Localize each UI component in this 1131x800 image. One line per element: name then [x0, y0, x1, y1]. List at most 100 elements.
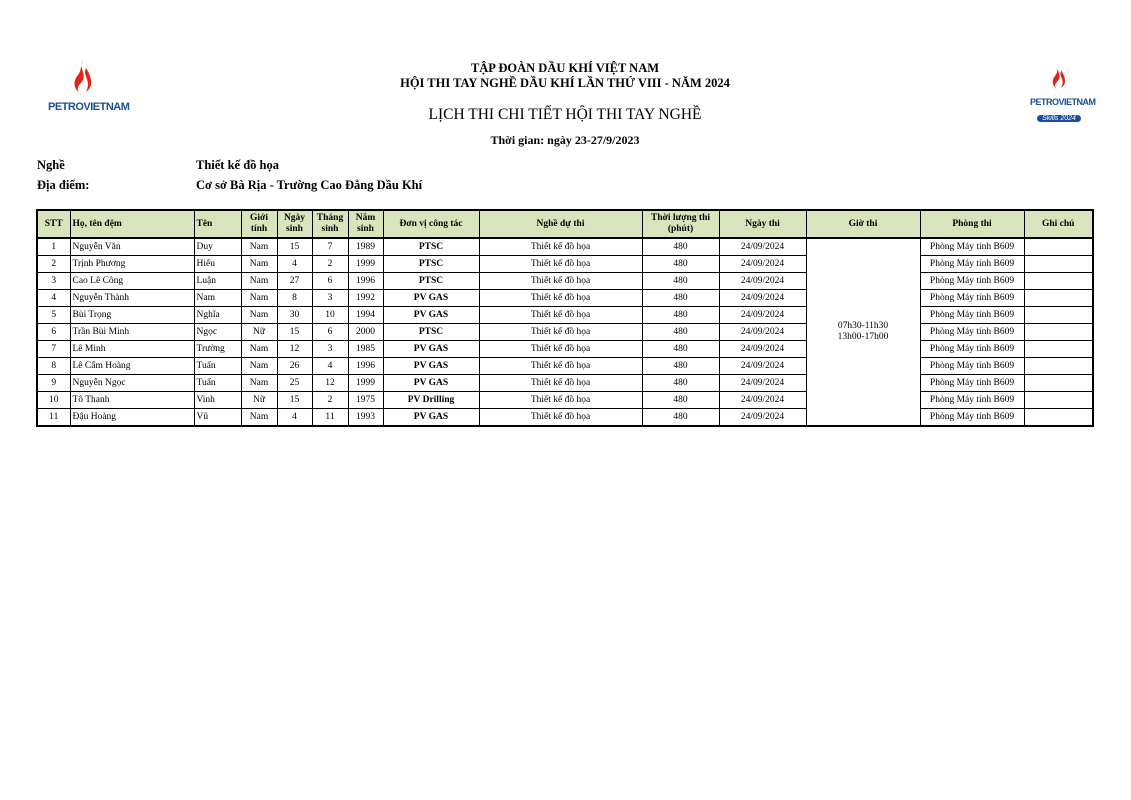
birth-year-cell: 1989 — [347, 237, 384, 256]
unit-cell: PV GAS — [382, 374, 480, 392]
flame-icon — [1052, 63, 1066, 91]
column-header: Tháng sinh — [311, 209, 349, 239]
birth-day-cell: 8 — [276, 289, 313, 307]
unit-cell: PV GAS — [382, 289, 480, 307]
time-range: Thời gian: ngày 23-27/9/2023 — [490, 133, 640, 147]
org-name: TẬP ĐOÀN DẦU KHÍ VIỆT NAM — [470, 61, 660, 75]
table-row: 9 Nguyễn Ngọc Tuấn Nam 25 12 1999 PV GAS Thiết k… — [36, 374, 1094, 392]
room-cell: Phòng Máy tính B609 — [919, 272, 1025, 290]
trade-cell: Thiết kế đồ họa — [478, 255, 643, 273]
duration-cell: 480 — [641, 391, 720, 409]
skills-badge: Skills 2024 — [1037, 115, 1081, 122]
note-cell — [1023, 357, 1094, 375]
column-header: Phòng thi — [919, 209, 1025, 239]
birth-day-cell: 27 — [276, 272, 313, 290]
stt-cell: 1 — [36, 237, 71, 256]
petrovietnam-skills-logo: PETROVIETNAM Skills 2024 — [1030, 62, 1096, 125]
exam-date-cell: 24/09/2024 — [718, 237, 807, 256]
exam-date-cell: 24/09/2024 — [718, 340, 807, 358]
middle-name-cell: Lê Cẩm Hoàng — [69, 357, 195, 375]
table-row: 10 Tô Thanh Vinh Nữ 15 2 1975 PV Drilling Thiết … — [36, 391, 1094, 409]
column-header: STT — [36, 209, 71, 239]
unit-cell: PV GAS — [382, 357, 480, 375]
stt-cell: 8 — [36, 357, 71, 375]
first-name-cell: Nam — [193, 289, 242, 307]
first-name-cell: Luận — [193, 272, 242, 290]
first-name-cell: Ngọc — [193, 323, 242, 341]
schedule-table: STT Họ, tên đệm Tên Giới tính Ngày sinh Tháng… — [36, 209, 1094, 427]
birth-month-cell: 3 — [311, 289, 349, 307]
room-cell: Phòng Máy tính B609 — [919, 237, 1025, 256]
trade-cell: Thiết kế đồ họa — [478, 306, 643, 324]
table-header-row: STT Họ, tên đệm Tên Giới tính Ngày sinh Tháng… — [36, 209, 1094, 239]
exam-date-cell: 24/09/2024 — [718, 374, 807, 392]
trade-label: Nghề — [37, 158, 65, 172]
birth-day-cell: 4 — [276, 408, 313, 427]
middle-name-cell: Nguyễn Văn — [69, 237, 195, 256]
first-name-cell: Vinh — [193, 391, 242, 409]
unit-cell: PTSC — [382, 323, 480, 341]
column-header: Tên — [193, 209, 242, 239]
birth-year-cell: 2000 — [347, 323, 384, 341]
gender-cell: Nữ — [240, 323, 278, 341]
middle-name-cell: Tô Thanh — [69, 391, 195, 409]
exam-date-cell: 24/09/2024 — [718, 323, 807, 341]
exam-date-cell: 24/09/2024 — [718, 357, 807, 375]
trade-cell: Thiết kế đồ họa — [478, 408, 643, 427]
middle-name-cell: Cao Lê Công — [69, 272, 195, 290]
note-cell — [1023, 323, 1094, 341]
logo-text: PETROVIETNAM — [48, 101, 130, 113]
exam-date-cell: 24/09/2024 — [718, 306, 807, 324]
birth-month-cell: 10 — [311, 306, 349, 324]
birth-year-cell: 1996 — [347, 272, 384, 290]
birth-month-cell: 3 — [311, 340, 349, 358]
birth-year-cell: 1992 — [347, 289, 384, 307]
stt-cell: 7 — [36, 340, 71, 358]
trade-cell: Thiết kế đồ họa — [478, 340, 643, 358]
table-row: 11 Đậu Hoàng Vũ Nam 4 11 1993 PV GAS Thiết kế đồ… — [36, 408, 1094, 427]
gender-cell: Nam — [240, 306, 278, 324]
trade-cell: Thiết kế đồ họa — [478, 391, 643, 409]
birth-month-cell: 11 — [311, 408, 349, 427]
column-header: Giới tính — [240, 209, 278, 239]
gender-cell: Nam — [240, 374, 278, 392]
birth-year-cell: 1993 — [347, 408, 384, 427]
trade-value: Thiết kế đồ họa — [196, 158, 280, 172]
first-name-cell: Vũ — [193, 408, 242, 427]
duration-cell: 480 — [641, 374, 720, 392]
gender-cell: Nữ — [240, 391, 278, 409]
stt-cell: 11 — [36, 408, 71, 427]
unit-cell: PTSC — [382, 237, 480, 256]
birth-year-cell: 1975 — [347, 391, 384, 409]
note-cell — [1023, 340, 1094, 358]
birth-year-cell: 1999 — [347, 374, 384, 392]
gender-cell: Nam — [240, 357, 278, 375]
table-row: 5 Bùi Trọng Nghĩa Nam 30 10 1994 PV GAS Thiết kế… — [36, 306, 1094, 324]
duration-cell: 480 — [641, 306, 720, 324]
birth-month-cell: 12 — [311, 374, 349, 392]
middle-name-cell: Trịnh Phương — [69, 255, 195, 273]
stt-cell: 2 — [36, 255, 71, 273]
birth-month-cell: 4 — [311, 357, 349, 375]
stt-cell: 10 — [36, 391, 71, 409]
duration-cell: 480 — [641, 408, 720, 427]
duration-cell: 480 — [641, 340, 720, 358]
room-cell: Phòng Máy tính B609 — [919, 357, 1025, 375]
trade-cell: Thiết kế đồ họa — [478, 289, 643, 307]
table-row: 4 Nguyễn Thành Nam Nam 8 3 1992 PV GAS Thiết kế … — [36, 289, 1094, 307]
birth-day-cell: 26 — [276, 357, 313, 375]
unit-cell: PTSC — [382, 272, 480, 290]
table-row: 6 Trần Bùi Minh Ngọc Nữ 15 6 2000 PTSC Thiết kế … — [36, 323, 1094, 341]
duration-cell: 480 — [641, 237, 720, 256]
duration-cell: 480 — [641, 272, 720, 290]
gender-cell: Nam — [240, 237, 278, 256]
note-cell — [1023, 272, 1094, 290]
birth-day-cell: 15 — [276, 323, 313, 341]
column-header: Đơn vị công tác — [382, 209, 480, 239]
middle-name-cell: Bùi Trọng — [69, 306, 195, 324]
column-header: Ngày sinh — [276, 209, 313, 239]
room-cell: Phòng Máy tính B609 — [919, 391, 1025, 409]
first-name-cell: Tuấn — [193, 374, 242, 392]
trade-cell: Thiết kế đồ họa — [478, 272, 643, 290]
first-name-cell: Tuấn — [193, 357, 242, 375]
